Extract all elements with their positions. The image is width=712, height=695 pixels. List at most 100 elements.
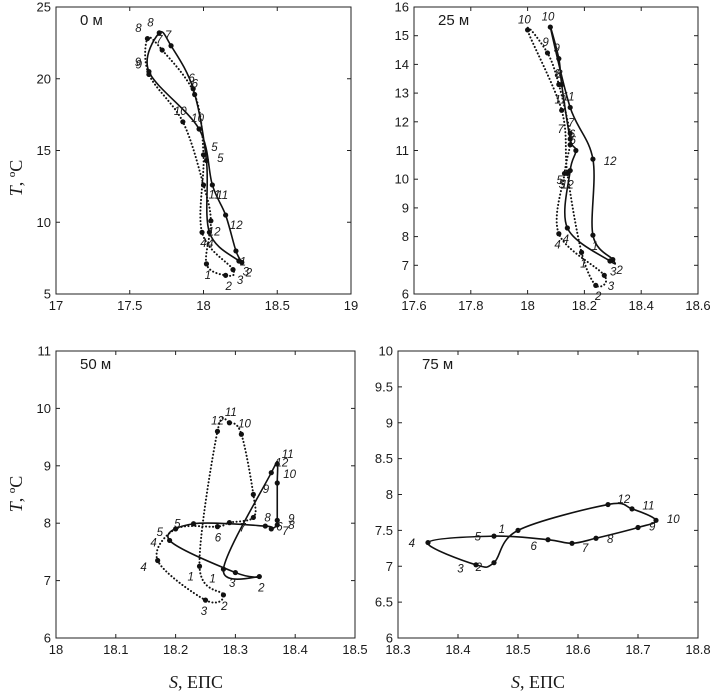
data-point: [196, 126, 202, 132]
data-point: [155, 557, 161, 564]
data-point: [203, 261, 210, 267]
point-label: 4: [207, 238, 213, 250]
y-tick-label: 9: [44, 458, 51, 473]
y-axis-label-bottom: T, ºС: [6, 476, 26, 513]
y-tick-label: 25: [37, 0, 51, 15]
point-label: 2: [220, 601, 228, 613]
point-label: 8: [556, 69, 563, 81]
point-label: 4: [140, 562, 146, 574]
point-label: 8: [288, 520, 295, 532]
data-point: [556, 81, 562, 88]
point-label: 10: [518, 14, 531, 26]
point-label: 10: [174, 106, 187, 118]
point-label: 1: [592, 241, 598, 253]
x-tick-label: 18.3: [223, 642, 248, 657]
y-tick-label: 10: [379, 344, 393, 359]
point-label: 3: [229, 578, 236, 590]
series-curve-solid: [167, 460, 279, 580]
point-label: 5: [157, 527, 164, 539]
y-tick-label: 15: [395, 28, 409, 43]
point-label: 2: [594, 291, 602, 303]
x-tick-label: 18.4: [445, 642, 470, 657]
y-axis-variable: T: [6, 184, 26, 196]
point-label: 9: [288, 513, 295, 525]
point-label: 6: [569, 135, 576, 147]
point-label: 12: [211, 415, 224, 427]
y-tick-label: 8: [386, 487, 393, 502]
data-point: [629, 506, 635, 512]
point-label: 6: [192, 79, 199, 91]
point-label: 4: [409, 538, 415, 550]
data-point: [274, 522, 280, 528]
point-label: 5: [211, 142, 218, 154]
data-point: [425, 539, 431, 546]
point-label: 7: [568, 117, 575, 129]
point-label: 7: [282, 526, 289, 538]
point-label: 11: [216, 190, 228, 202]
data-point: [173, 526, 179, 532]
y-tick-label: 8: [44, 516, 51, 531]
y-tick-label: 10: [37, 215, 51, 230]
point-label: 10: [667, 514, 680, 526]
data-point: [268, 526, 274, 532]
point-label: 8: [264, 513, 271, 525]
data-point: [601, 272, 607, 278]
y-tick-label: 9: [402, 200, 409, 215]
x-tick-label: 18.5: [505, 642, 530, 657]
data-point: [199, 229, 205, 235]
data-point: [196, 563, 203, 569]
y-tick-label: 11: [38, 344, 52, 359]
data-point: [208, 218, 214, 224]
data-point: [209, 182, 215, 188]
x-axis-label-left: S, ЕПС: [169, 672, 223, 692]
x-tick-label: 18.4: [283, 642, 308, 657]
panel-title: 75 м: [422, 356, 453, 373]
point-label: 1: [187, 572, 193, 584]
data-point: [146, 71, 152, 78]
point-label: 9: [135, 57, 142, 69]
x-tick-label: 18.6: [685, 298, 710, 313]
point-label: 5: [559, 179, 566, 191]
data-point: [590, 232, 596, 238]
point-label: 5: [217, 153, 224, 165]
point-label: 8: [554, 69, 561, 81]
x-tick-label: 19: [344, 298, 358, 313]
data-point: [250, 514, 256, 521]
data-point: [274, 517, 280, 523]
data-point: [250, 491, 256, 498]
point-label: 12: [208, 226, 221, 238]
x-tick-label: 18.6: [565, 642, 590, 657]
point-label: 3: [243, 266, 250, 278]
x-axis-label-right: S, ЕПС: [511, 672, 565, 692]
y-tick-label: 7: [44, 573, 51, 588]
data-point: [180, 119, 186, 125]
y-tick-label: 7: [402, 258, 409, 273]
point-label: 2: [225, 281, 233, 293]
point-label: 6: [188, 73, 195, 85]
data-point: [220, 566, 227, 572]
point-label: 5: [475, 531, 482, 543]
point-label: 11: [642, 500, 654, 512]
point-label: 1: [209, 574, 215, 586]
data-point: [605, 501, 611, 508]
data-point: [159, 47, 165, 53]
plot-frame: [397, 350, 699, 639]
point-label: 7: [156, 34, 163, 46]
data-point: [567, 142, 573, 148]
data-point: [567, 130, 573, 136]
plot-frame: [55, 350, 356, 639]
point-label: 8: [607, 534, 614, 546]
y-axis-unit: , ºС: [6, 160, 26, 187]
y-tick-label: 6: [44, 631, 51, 646]
y-tick-label: 16: [395, 0, 409, 15]
data-point: [544, 50, 551, 56]
point-label: 12: [618, 494, 631, 506]
data-point: [556, 56, 562, 62]
y-tick-label: 14: [395, 57, 409, 72]
y-tick-label: 6: [386, 631, 393, 646]
data-point: [593, 282, 599, 288]
point-label: 4: [563, 234, 569, 246]
